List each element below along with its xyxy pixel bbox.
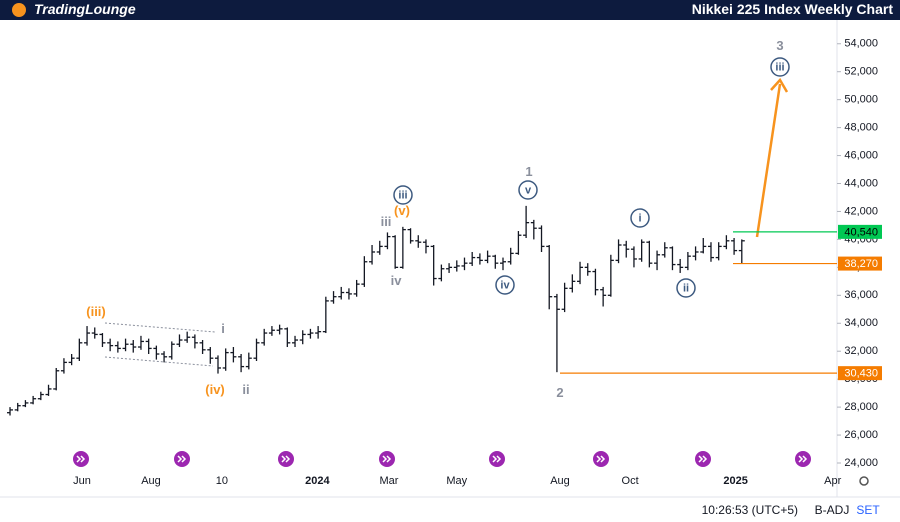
- logo-icon: [12, 3, 26, 17]
- wave-label: iii: [775, 61, 784, 73]
- wave-label: iv: [391, 273, 403, 288]
- x-tick-label: 2025: [723, 475, 747, 487]
- wave-label: (iv): [205, 382, 225, 397]
- y-tick-label: 26,000: [844, 429, 878, 441]
- session-icon-glyph: [492, 455, 502, 463]
- y-tick-label: 34,000: [844, 317, 878, 329]
- level-label: 38,270: [844, 258, 878, 270]
- wave-circle: [676, 278, 696, 298]
- wave-circle: [630, 208, 650, 228]
- y-tick-label: 28,000: [844, 401, 878, 413]
- wave-label: iv: [500, 279, 510, 291]
- header-bar: [0, 0, 900, 20]
- session-icon-glyph: [596, 455, 606, 463]
- wave-label: ii: [242, 382, 249, 397]
- level-tag: [838, 256, 882, 271]
- session-icon-glyph: [177, 455, 187, 463]
- clock: 10:26:53 (UTC+5): [702, 503, 798, 517]
- wave-circle: [393, 185, 413, 205]
- channel-line: [104, 356, 214, 367]
- wave-label: iii: [398, 189, 407, 201]
- y-tick-label: 44,000: [844, 177, 878, 189]
- session-icon-glyph: [698, 455, 708, 463]
- wave-label: i: [638, 212, 641, 224]
- x-tick-label: Oct: [622, 475, 639, 487]
- x-tick-label: 2024: [305, 475, 330, 487]
- y-tick-label: 50,000: [844, 94, 878, 106]
- wave-label: i: [221, 321, 225, 336]
- wave-circle: [770, 57, 790, 77]
- wave-label: 2: [556, 385, 563, 400]
- session-icon-glyph: [798, 455, 808, 463]
- wave-label: ii: [683, 282, 689, 294]
- x-tick-label: Aug: [550, 475, 570, 487]
- x-tick-label: 10: [216, 475, 228, 487]
- brand: TradingLounge: [34, 1, 136, 17]
- channel-line: [104, 322, 216, 333]
- session-icons: [73, 451, 811, 467]
- level-label: 30,430: [844, 368, 878, 380]
- x-tick-label: Aug: [141, 475, 161, 487]
- projection-arrow: [755, 77, 789, 238]
- level-tag: [838, 366, 882, 381]
- settings-icon[interactable]: [859, 476, 869, 486]
- x-tick-label: Mar: [380, 475, 399, 487]
- x-tick-label: May: [446, 475, 467, 487]
- session-icon-glyph: [281, 455, 291, 463]
- wave-circle: [495, 275, 515, 295]
- level-label: 40,540: [844, 226, 878, 238]
- wave-label: (v): [394, 203, 410, 218]
- y-tick-label: 48,000: [844, 122, 878, 134]
- x-tick-label: Apr: [824, 475, 841, 487]
- y-tick-label: 36,000: [844, 289, 878, 301]
- wave-label: (iii): [86, 304, 106, 319]
- y-tick-label: 54,000: [844, 38, 878, 50]
- y-tick-label: 24,000: [844, 457, 878, 469]
- wave-label: v: [525, 184, 532, 196]
- wave-label: 3: [776, 38, 783, 53]
- session-toggle[interactable]: SET: [856, 503, 880, 517]
- chart-title: Nikkei 225 Index Weekly Chart: [692, 1, 894, 17]
- y-tick-label: 32,000: [844, 345, 878, 357]
- wave-circle: [518, 180, 538, 200]
- level-tag: [838, 224, 882, 239]
- y-tick-label: 42,000: [844, 205, 878, 217]
- session-icon-glyph: [76, 455, 86, 463]
- y-tick-label: 52,000: [844, 66, 878, 78]
- wave-label: 1: [525, 164, 532, 179]
- session-icon-glyph: [382, 455, 392, 463]
- y-tick-label: 46,000: [844, 149, 878, 161]
- adjust-toggle[interactable]: B-ADJ: [815, 503, 850, 517]
- wave-label: iii: [381, 214, 392, 229]
- x-tick-label: Jun: [73, 475, 91, 487]
